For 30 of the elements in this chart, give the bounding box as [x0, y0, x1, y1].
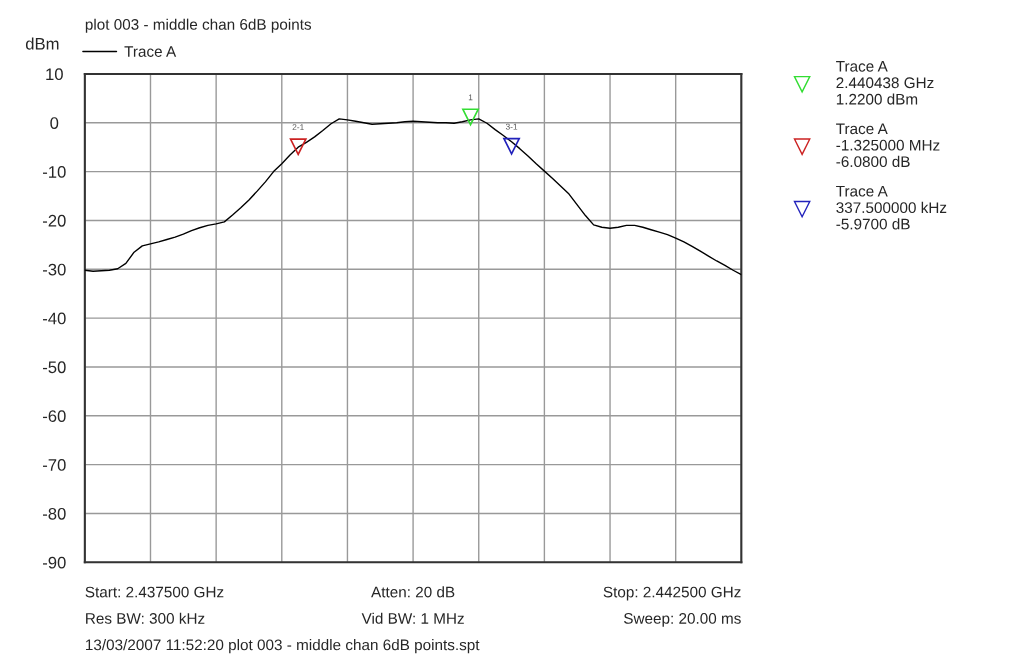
point [462, 108, 480, 126]
y-tick-label: -50 [42, 361, 66, 374]
y-tick-label: -80 [42, 507, 66, 520]
annotation: 2-1 [292, 124, 304, 131]
legend-label: Trace A 2.440438 GHz 1.2200 dBm [836, 61, 934, 105]
y-tick-label: -70 [42, 459, 66, 471]
legend-label: Trace A [124, 46, 177, 57]
legend-label: Trace A -1.325000 MHz -6.0800 dB [836, 123, 940, 168]
text: Sweep: 20.00 ms [624, 613, 741, 627]
text: Start: 2.437500 GHz [85, 586, 224, 598]
y-axis-title: dBm [25, 37, 59, 50]
y-tick-label: -90 [42, 556, 66, 569]
y-tick-label: -10 [42, 166, 66, 178]
y-tick-label: -60 [42, 410, 66, 422]
text: Stop: 2.442500 GHz [603, 586, 741, 601]
y-tick-label: 10 [46, 68, 63, 81]
point [503, 137, 521, 155]
text: 13/03/2007 11:52:20 plot 003 - middle chan 6dB points.spt [86, 639, 480, 654]
point [289, 138, 307, 156]
y-tick-label: 0 [50, 117, 59, 129]
annotation: 1 [468, 94, 473, 101]
legend-label: Trace A 337.500000 kHz -5.9700 dB [836, 185, 947, 230]
y-tick-label: -40 [42, 312, 66, 325]
text: Atten: 20 dB [371, 586, 455, 598]
text: Res BW: 300 kHz [86, 612, 205, 624]
y-tick-label: -30 [42, 263, 66, 276]
text: Vid BW: 1 MHz [361, 612, 464, 624]
annotation: 3-1 [505, 123, 518, 130]
y-tick-label: -20 [42, 214, 66, 227]
chart-title: plot 003 - middle chan 6dB points [85, 18, 312, 33]
